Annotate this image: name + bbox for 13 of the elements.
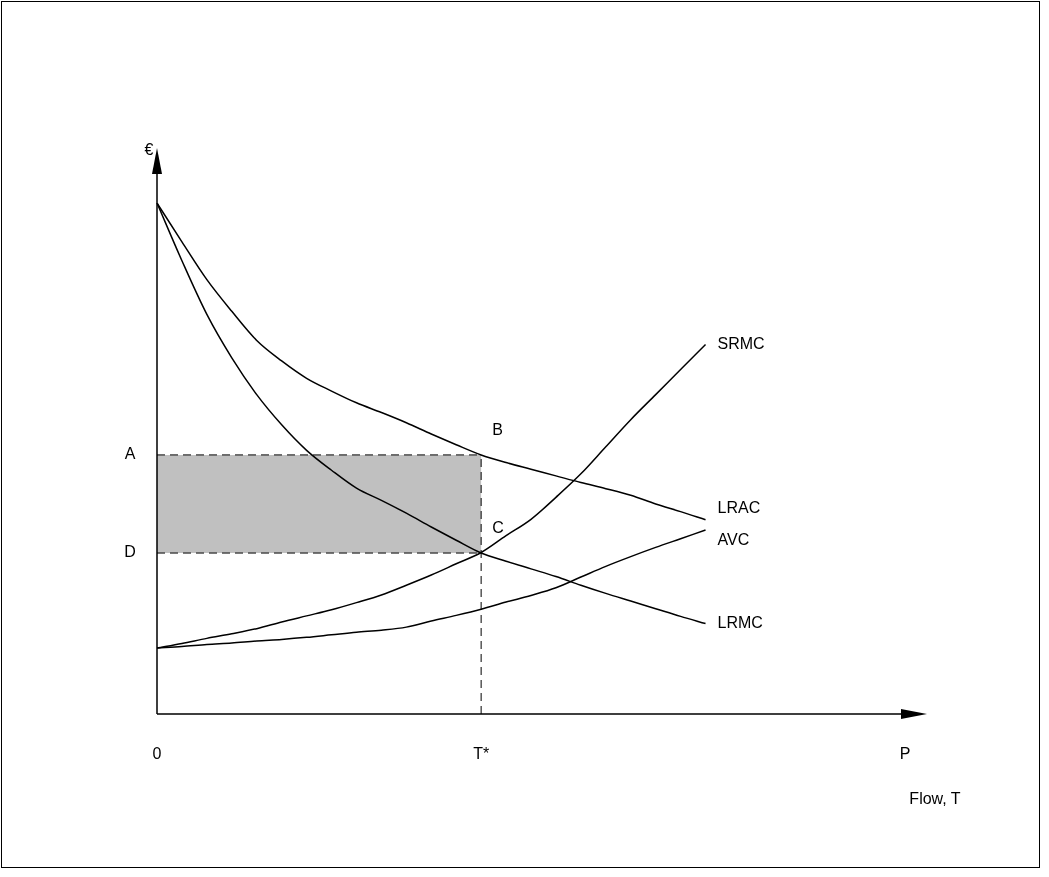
y-axis-title: € [144,141,154,159]
x-axis-title: Flow, T [909,790,961,808]
series-label: AVC [717,531,750,549]
series-label: LRMC [717,613,763,631]
ref-line-label: D [124,543,136,561]
x-tick-label: P [899,745,911,763]
series-label: SRMC [717,334,765,352]
annotation: B [492,421,503,439]
annotation: C [492,519,504,537]
x-tick-label: 0 [152,745,162,763]
x-tick-label: T* [473,745,490,763]
ref-line-label: A [124,445,136,463]
series-label: LRAC [717,499,761,517]
